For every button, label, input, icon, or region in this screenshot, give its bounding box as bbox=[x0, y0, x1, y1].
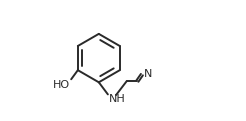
Text: N: N bbox=[144, 69, 152, 79]
Text: HO: HO bbox=[53, 80, 70, 91]
Text: NH: NH bbox=[108, 94, 125, 104]
